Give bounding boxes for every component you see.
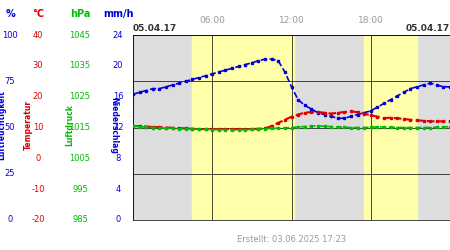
Text: -10: -10 [31, 185, 45, 194]
Text: 100: 100 [2, 30, 18, 40]
Text: 06:00: 06:00 [199, 16, 225, 25]
Text: -20: -20 [31, 216, 45, 224]
Text: 1035: 1035 [69, 61, 90, 70]
Text: 50: 50 [5, 123, 15, 132]
Text: 24: 24 [113, 30, 123, 40]
Text: 25: 25 [5, 169, 15, 178]
Text: 12: 12 [113, 123, 123, 132]
Text: hPa: hPa [70, 9, 90, 19]
Text: 75: 75 [4, 77, 15, 86]
Text: 05.04.17: 05.04.17 [406, 24, 450, 33]
Text: 995: 995 [72, 185, 88, 194]
Text: 0: 0 [36, 154, 40, 163]
Text: %: % [5, 9, 15, 19]
Text: Erstellt: 03.06.2025 17:23: Erstellt: 03.06.2025 17:23 [237, 235, 346, 244]
Text: 1015: 1015 [69, 123, 90, 132]
Text: 10: 10 [33, 123, 43, 132]
Text: 0: 0 [7, 216, 13, 224]
Text: 12:00: 12:00 [279, 16, 304, 25]
Text: 985: 985 [72, 216, 88, 224]
Text: 1025: 1025 [69, 92, 90, 101]
Text: 18:00: 18:00 [358, 16, 384, 25]
Text: 20: 20 [33, 92, 43, 101]
Text: 40: 40 [33, 30, 43, 40]
Text: 0: 0 [115, 216, 121, 224]
Text: Temperatur: Temperatur [23, 100, 32, 150]
Text: Luftdruck: Luftdruck [65, 104, 74, 146]
Text: 05.04.17: 05.04.17 [133, 24, 177, 33]
Text: mm/h: mm/h [103, 9, 133, 19]
Text: 4: 4 [115, 185, 121, 194]
Text: 8: 8 [115, 154, 121, 163]
Bar [193, 35, 294, 220]
Text: 1005: 1005 [69, 154, 90, 163]
Text: 20: 20 [113, 61, 123, 70]
Text: 1045: 1045 [69, 30, 90, 40]
Text: Luftfeuchtigkeit: Luftfeuchtigkeit [0, 90, 7, 160]
Text: Niederschlag: Niederschlag [109, 96, 118, 154]
Text: °C: °C [32, 9, 44, 19]
Bar [364, 35, 417, 220]
Text: 16: 16 [112, 92, 123, 101]
Text: 30: 30 [33, 61, 43, 70]
